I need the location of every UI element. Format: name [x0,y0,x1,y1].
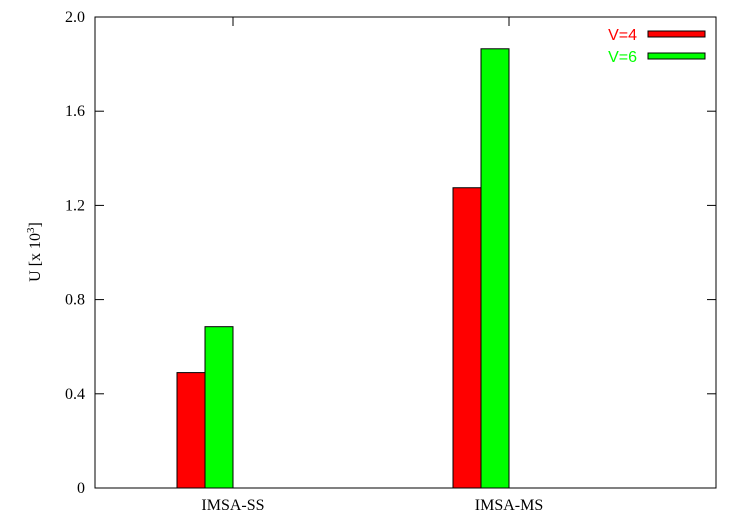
y-axis-label-main: U [x 10 [27,233,44,282]
y-axis-label: U [x 103] [25,222,44,282]
legend-label: V=6 [608,49,637,66]
y-tick-label: 0.4 [65,386,85,403]
x-tick-label: IMSA-SS [201,497,264,514]
bar-v6-imsa-ss [204,326,234,489]
y-tick-label: 1.6 [65,103,85,120]
y-tick-label: 0.8 [65,292,85,309]
legend-label: V=4 [608,27,637,44]
plot-frame [94,16,717,489]
y-axis-ticks: 0 0.4 0.8 1.2 1.6 2.0 [65,9,716,497]
y-tick-label: 0 [77,480,85,497]
legend-swatch [647,30,706,38]
y-axis-label-suffix: ] [27,222,44,227]
y-tick-label: 2.0 [65,9,85,26]
x-tick-label: IMSA-MS [475,497,543,514]
y-tick-label: 1.2 [65,197,85,214]
bar-v4-imsa-ms [452,187,482,489]
legend: V=4V=6 [608,27,706,66]
legend-swatch [647,52,706,60]
bar-v6-imsa-ms [480,48,510,489]
bars-group [176,48,510,489]
y-axis-label-superscript: 3 [25,227,37,233]
bar-v4-imsa-ss [176,372,206,489]
